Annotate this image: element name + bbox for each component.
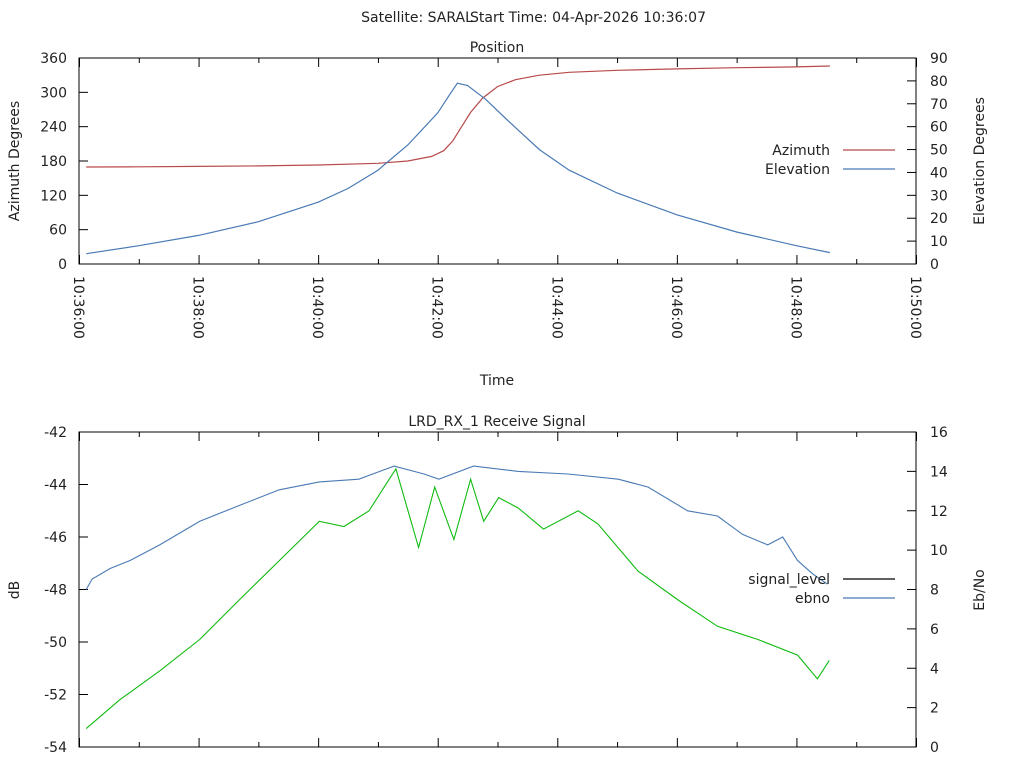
elevation-line: [86, 82, 831, 255]
x-tick-label: 10:36:00: [70, 276, 86, 339]
legend-label: ebno: [795, 591, 830, 607]
y2-tick-label: 4: [930, 661, 939, 677]
y-tick-label: -42: [44, 425, 67, 441]
y2-tick-label: 14: [930, 464, 948, 480]
y2-tick-label: 0: [930, 740, 939, 756]
legend-label: Azimuth: [772, 143, 830, 159]
plot-border: [78, 431, 917, 748]
position-plot: 10:36:00 10:38:00 10:40:00 10:42:00 10:44:00…: [40, 51, 948, 339]
y-tick-label: -48: [44, 583, 67, 599]
y-tick-label: -54: [44, 740, 67, 756]
y-tick-label: 240: [40, 120, 67, 136]
legend-label: signal_level: [748, 572, 830, 588]
x-tick-label: 10:38:00: [190, 276, 206, 339]
x-tick-label: 10:40:00: [309, 276, 325, 339]
ebno-line: [85, 465, 828, 590]
y-tick-label: 60: [49, 223, 67, 239]
y2-tick-label: 0: [930, 257, 939, 273]
signal-plot: -42 -44 -46 -48 -50 -52 -54 0 2 4 6 8 10 12 14 16 signal…: [44, 425, 948, 756]
position-ylabel: Azimuth Degrees: [7, 101, 23, 221]
y-tick-label: -52: [44, 688, 67, 704]
position-y2label: Elevation Degrees: [972, 97, 988, 225]
y-tick-label: -46: [44, 530, 67, 546]
x-tick-label: 10:42:00: [429, 276, 445, 339]
y2-tick-label: 20: [930, 211, 948, 227]
y-tick-label: 180: [40, 154, 67, 170]
y2-tick-label: 8: [930, 583, 939, 599]
start-time-label: Start Time: 04-Apr-2026 10:36:07: [470, 10, 706, 26]
y2-tick-label: 70: [930, 97, 948, 113]
y2-tick-label: 10: [930, 234, 948, 250]
y2-tick-label: 12: [930, 504, 948, 520]
y2-tick-label: 90: [930, 51, 948, 67]
signal-y2label: Eb/No: [972, 569, 988, 611]
y2-tick-label: 16: [930, 425, 948, 441]
signal-line: [85, 467, 830, 730]
signal-ylabel: dB: [7, 581, 23, 600]
y-tick-label: 120: [40, 188, 67, 204]
signal-title: LRD_RX_1 Receive Signal: [408, 414, 585, 430]
satellite-label: Satellite: SARAL: [361, 10, 473, 26]
position-xlabel: Time: [479, 373, 514, 389]
legend-label: Elevation: [765, 162, 830, 178]
position-title: Position: [470, 40, 525, 56]
y2-tick-label: 80: [930, 74, 948, 90]
y-tick-label: 360: [40, 51, 67, 67]
y-tick-label: -44: [44, 478, 67, 494]
y2-tick-label: 6: [930, 622, 939, 638]
y2-tick-label: 2: [930, 701, 939, 717]
x-tick-label: 10:48:00: [787, 276, 803, 339]
x-tick-label: 10:50:00: [907, 276, 923, 339]
plot-border: [78, 57, 917, 265]
y-tick-label: -50: [44, 635, 67, 651]
y2-tick-label: 30: [930, 188, 948, 204]
y2-tick-label: 50: [930, 143, 948, 159]
y2-tick-label: 40: [930, 165, 948, 181]
y2-tick-label: 10: [930, 543, 948, 559]
azimuth-line: [86, 65, 830, 168]
x-tick-label: 10:44:00: [548, 276, 564, 339]
y-tick-label: 300: [40, 85, 67, 101]
y-tick-label: 0: [58, 257, 67, 273]
x-tick-label: 10:46:00: [668, 276, 684, 339]
y2-tick-label: 60: [930, 120, 948, 136]
